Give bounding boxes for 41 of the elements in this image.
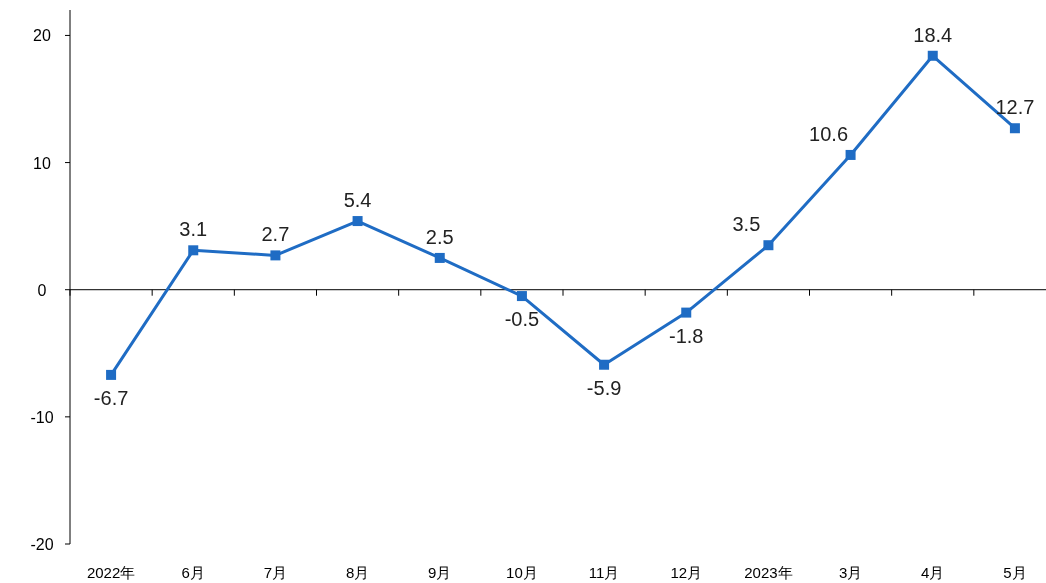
x-tick-label: 2023年 <box>744 564 793 581</box>
point <box>270 250 281 261</box>
x-tick-label: 12月 <box>670 564 703 581</box>
x-tick-label: 8月 <box>345 564 370 581</box>
x-tick-label: 5月 <box>1003 564 1027 581</box>
data-label: -6.7 <box>93 386 129 409</box>
y-tick-label: 0 <box>37 281 47 299</box>
point <box>845 149 856 160</box>
x-tick-label: 11月 <box>588 564 620 581</box>
x-tick-label: 6月 <box>181 564 205 581</box>
x-tick-label: 10月 <box>506 564 538 581</box>
data-label: -5.9 <box>586 376 622 399</box>
data-label: -0.5 <box>504 308 540 331</box>
point <box>188 245 199 256</box>
point <box>1009 123 1020 134</box>
point <box>763 240 774 251</box>
data-label: 12.7 <box>995 96 1035 119</box>
point <box>927 50 938 61</box>
data-label: 5.4 <box>343 189 372 212</box>
data-label: 2.7 <box>261 223 290 246</box>
data-label: 3.1 <box>179 218 208 241</box>
data-label: 10.6 <box>809 122 849 145</box>
y-tick-label: 20 <box>33 27 51 45</box>
y-tick-label: -10 <box>30 408 54 426</box>
x-tick-label: 4月 <box>921 564 945 581</box>
x-tick-label: 3月 <box>838 564 863 581</box>
data-label: -1.8 <box>669 324 704 347</box>
point <box>352 216 363 227</box>
point <box>434 252 445 263</box>
point <box>681 307 692 318</box>
point <box>106 369 117 380</box>
x-tick-label: 7月 <box>263 564 288 581</box>
data-label: 2.5 <box>425 225 454 248</box>
y-tick-label: 10 <box>33 154 51 172</box>
data-label: 18.4 <box>913 23 953 46</box>
x-tick-label: 2022年 <box>86 564 136 581</box>
point <box>516 291 527 302</box>
y-tick-label: -20 <box>30 536 54 553</box>
point <box>599 359 610 370</box>
x-tick-label: 9月 <box>428 564 452 581</box>
data-label: 3.5 <box>732 213 761 236</box>
